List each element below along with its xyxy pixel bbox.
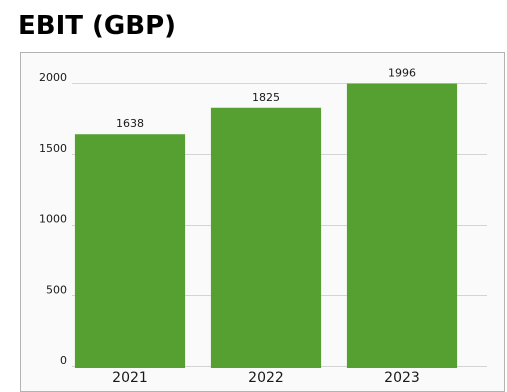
bar-value-label: 1638 [116,117,144,130]
bar-value-label: 1825 [252,91,280,104]
x-axis-tick-labels: 2021 2022 2023 [112,370,420,386]
y-tick-label: 1000 [39,213,67,226]
bar-value-label: 1996 [388,67,416,80]
chart-title: EBIT (GBP) [18,11,177,41]
x-tick-label: 2023 [384,370,420,386]
bar-value-labels: 1638 1825 1996 [116,67,416,131]
y-tick-label: 1500 [39,142,67,155]
x-tick-label: 2021 [112,370,148,386]
x-tick-label: 2022 [248,370,284,386]
bars [74,83,458,368]
y-axis-tick-labels: 0 500 1000 1500 2000 [39,71,67,367]
y-tick-label: 0 [60,354,67,367]
bar [346,83,458,368]
bar [210,107,322,368]
bar [74,134,186,368]
y-tick-label: 500 [46,283,67,296]
y-tick-label: 2000 [39,71,67,84]
